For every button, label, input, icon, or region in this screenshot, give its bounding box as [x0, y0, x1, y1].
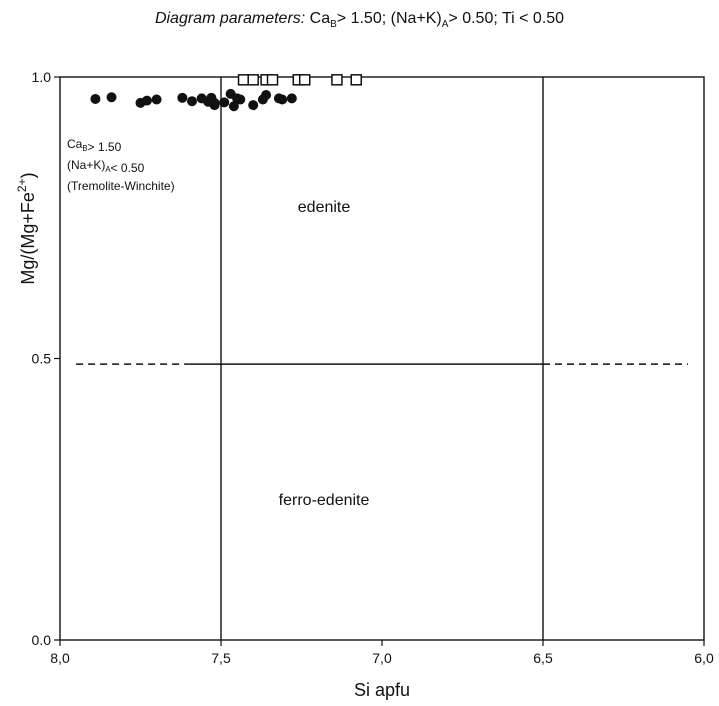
x-axis-label: Si apfu: [354, 680, 410, 700]
y-axis-label: Mg/(Mg+Fe2+): [15, 172, 38, 284]
data-point-circle: [90, 93, 101, 104]
subscript: B: [82, 144, 87, 153]
x-axis-ticks: 8,0 7,5 7,0 6,5 6,0: [50, 640, 714, 666]
field-label: edenite: [298, 199, 351, 216]
side-note-line: CaB> 1.50: [67, 137, 122, 154]
y-axis-label-end: ): [18, 172, 38, 178]
data-point-circle: [277, 94, 288, 105]
side-note: CaB> 1.50 (Na+K)A< 0.50 (Tremolite-Winchit…: [67, 137, 175, 193]
field-boundaries: [76, 77, 688, 640]
side-note-line: (Tremolite-Winchite): [67, 179, 175, 193]
title-subscript: A: [441, 19, 449, 31]
data-point-square: [350, 74, 362, 86]
data-point-circle: [151, 94, 162, 105]
data-point-circle: [228, 101, 239, 112]
data-point-square: [331, 74, 343, 86]
title-subscript: B: [330, 19, 337, 31]
data-point-circle: [141, 95, 152, 106]
x-tick-label: 7,5: [211, 650, 231, 666]
y-tick-label: 0.5: [32, 351, 52, 367]
y-tick-label: 0.0: [32, 632, 52, 648]
data-points: [90, 74, 362, 112]
x-tick-label: 8,0: [50, 650, 70, 666]
data-point-circle: [286, 93, 297, 104]
data-point-circle: [209, 97, 220, 108]
plot-frame: [59, 76, 705, 641]
text-part: (Na+K): [67, 158, 105, 172]
y-tick-label: 1.0: [32, 69, 52, 85]
y-axis-label-superscript: 2+: [15, 178, 29, 192]
data-point-circle: [219, 97, 230, 108]
data-point-square: [237, 74, 250, 86]
data-point-square: [298, 74, 311, 86]
plot-border: [59, 76, 705, 641]
axis-labels: Si apfu Mg/(Mg+Fe2+): [15, 172, 410, 700]
field-label: ferro-edenite: [279, 492, 370, 509]
title-text-part: > 1.50; (Na+K): [336, 10, 442, 27]
x-tick-label: 7,0: [372, 650, 392, 666]
title-text-part: Ca: [309, 10, 331, 27]
chart-title-lead: Diagram parameters:: [154, 10, 306, 27]
y-axis-label-main: Mg/(Mg+Fe: [18, 192, 38, 285]
text-part: Ca: [67, 137, 83, 151]
data-point-circle: [248, 100, 259, 111]
y-axis-ticks: 0.0 0.5 1.0: [32, 69, 60, 648]
field-labels: edenite ferro-edenite: [279, 199, 370, 509]
data-point-circle: [177, 92, 188, 103]
text-part: < 0.50: [111, 161, 145, 175]
data-point-square: [266, 74, 279, 86]
x-tick-label: 6,0: [694, 650, 714, 666]
data-point-square: [247, 74, 259, 86]
data-point-circle: [261, 90, 272, 101]
side-note-line: (Na+K)A< 0.50: [67, 158, 145, 175]
chart-title: Diagram parameters: CaB> 1.50; (Na+K)A> …: [0, 10, 719, 30]
data-point-circle: [235, 94, 246, 105]
data-point-circle: [106, 92, 117, 103]
subscript: A: [105, 165, 111, 174]
title-text-part: > 0.50; Ti < 0.50: [448, 10, 565, 27]
text-part: > 1.50: [88, 140, 122, 154]
data-point-circle: [187, 96, 198, 107]
text-part: (Tremolite-Winchite): [67, 179, 175, 193]
x-tick-label: 6,5: [533, 650, 553, 666]
chart-title-params: CaB> 1.50; (Na+K)A> 0.50; Ti < 0.50: [309, 10, 565, 31]
